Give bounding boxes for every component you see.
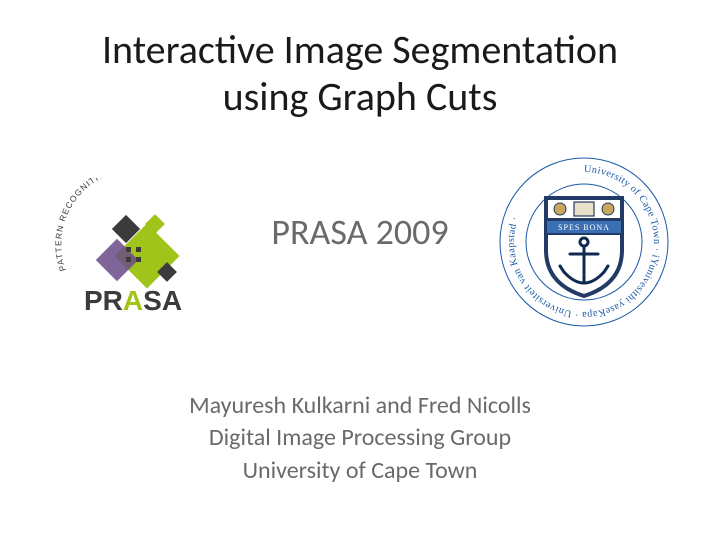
uct-logo: University of Cape Town · iYunivesithi y…	[496, 154, 672, 330]
authors-line: Mayuresh Kulkarni and Fred Nicolls	[0, 390, 720, 422]
affiliation-university: University of Cape Town	[0, 455, 720, 487]
middle-row: PATTERN RECOGNITION PRASA	[0, 170, 720, 350]
svg-text:PRASA: PRASA	[84, 285, 182, 316]
svg-text:SPES BONA: SPES BONA	[558, 223, 610, 232]
author-block: Mayuresh Kulkarni and Fred Nicolls Digit…	[0, 390, 720, 487]
affiliation-group: Digital Image Processing Group	[0, 422, 720, 454]
title-line-2: using Graph Cuts	[40, 73, 680, 120]
title-line-1: Interactive Image Segmentation	[40, 26, 680, 73]
slide-title: Interactive Image Segmentation using Gra…	[40, 26, 680, 120]
title-slide: Interactive Image Segmentation using Gra…	[0, 0, 720, 540]
